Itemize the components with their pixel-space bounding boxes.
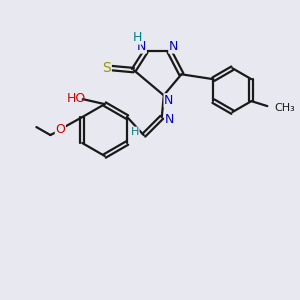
Text: H: H <box>133 31 142 44</box>
Text: N: N <box>164 94 173 107</box>
Text: N: N <box>137 40 146 53</box>
Text: S: S <box>102 61 111 75</box>
Text: O: O <box>56 123 65 136</box>
Text: HO: HO <box>67 92 86 105</box>
Text: CH₃: CH₃ <box>274 103 295 113</box>
Text: N: N <box>165 113 175 126</box>
Text: H: H <box>131 127 139 137</box>
Text: N: N <box>169 40 178 53</box>
